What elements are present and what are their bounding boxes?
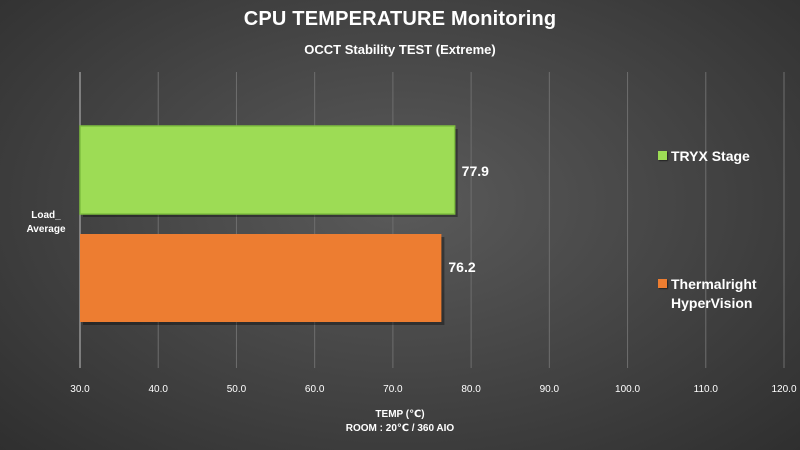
x-axis-label: TEMP (℃) ROOM : 20℃ / 360 AIO: [280, 408, 520, 436]
data-labels: 77.9 76.2: [448, 163, 489, 275]
legend-swatch: [658, 279, 667, 288]
x-tick-label: 30.0: [70, 384, 90, 395]
data-label: 76.2: [448, 259, 475, 275]
legend-label: Thermalright HyperVision: [671, 276, 757, 311]
x-axis-title: TEMP (℃): [375, 409, 425, 420]
legend-swatch: [658, 151, 667, 160]
bar-tryx-stage: [79, 125, 456, 215]
x-tick-label: 100.0: [615, 384, 640, 395]
chart-title: CPU TEMPERATURE Monitoring: [243, 8, 557, 30]
chart-subtitle: OCCT Stability TEST (Extreme): [304, 42, 496, 57]
legend-label: TRYX Stage: [671, 148, 750, 164]
x-tick-label: 110.0: [694, 384, 719, 395]
bar-thermalright-hypervision: [80, 234, 442, 322]
category-label: Load_ Average: [26, 210, 66, 235]
x-tick-label: 80.0: [461, 384, 481, 395]
data-label: 77.9: [462, 163, 489, 179]
legend-item-thermalright-hypervision: Thermalright HyperVision: [658, 275, 800, 313]
category-labels: Load_ Average: [26, 210, 66, 235]
x-tick-label: 70.0: [383, 384, 403, 395]
x-tick-label: 60.0: [305, 384, 325, 395]
x-axis-ticks: 30.0 40.0 50.0 60.0 70.0 80.0 90.0 100.0 110.0 12…: [70, 384, 797, 395]
x-tick-label: 120.0: [771, 384, 796, 395]
x-tick-label: 40.0: [148, 384, 168, 395]
x-tick-label: 90.0: [540, 384, 560, 395]
x-tick-label: 50.0: [227, 384, 247, 395]
bars: [79, 125, 458, 325]
x-axis-note: ROOM : 20℃ / 360 AIO: [345, 423, 455, 434]
legend-item-tryx-stage: TRYX Stage: [658, 147, 800, 166]
